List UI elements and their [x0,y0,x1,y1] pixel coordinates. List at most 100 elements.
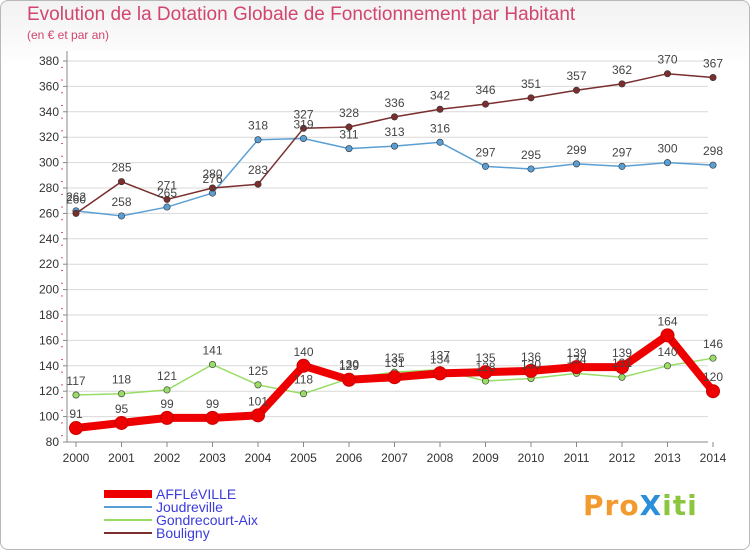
data-point [706,384,720,399]
data-label: 140 [657,345,677,359]
data-label: 136 [521,350,541,364]
x-tick-label: 2012 [609,451,636,465]
data-point [254,136,262,144]
data-label: 146 [703,337,723,351]
data-label: 121 [157,369,177,383]
data-label: 283 [248,163,268,177]
y-tick-label: 240 [39,232,59,246]
data-label: 357 [566,69,586,83]
y-tick-label: 280 [39,181,59,195]
data-label: 125 [248,364,268,378]
data-point [114,415,129,430]
data-point [663,159,671,167]
data-label: 139 [566,346,586,360]
data-label: 91 [69,407,83,421]
data-label: 295 [521,148,541,162]
x-tick-label: 2013 [654,451,681,465]
data-label: 129 [339,359,359,373]
series-bouligny [72,70,717,217]
x-tick-label: 2002 [154,451,181,465]
data-label: 128 [475,360,495,374]
x-tick-label: 2001 [108,451,135,465]
data-label: 346 [475,83,495,97]
data-label: 139 [612,346,632,360]
x-tick-label: 2009 [472,451,499,465]
data-point [296,358,311,373]
data-label: 285 [111,161,131,175]
x-tick-label: 2005 [290,451,317,465]
data-point [163,386,171,394]
data-point [481,100,489,108]
proxiti-logo: ProXiti [583,489,698,522]
data-label: 265 [157,186,177,200]
data-label: 134 [430,352,450,366]
data-point [663,70,671,78]
legend-label: Bouligny [156,525,210,541]
chart-title: Evolution de la Dotation Globale de Fonc… [27,4,576,25]
data-point [163,195,171,203]
data-label: 367 [703,57,723,71]
data-label: 130 [521,358,541,372]
x-tick-label: 2010 [518,451,545,465]
y-tick-label: 160 [39,333,59,347]
data-label: 328 [339,106,359,120]
data-label: 319 [293,117,313,131]
data-point [345,145,353,153]
y-tick-label: 80 [46,435,60,449]
chart-subtitle: (en € et par an) [27,28,110,42]
data-label: 362 [612,63,632,77]
data-label: 299 [566,143,586,157]
data-point [390,142,398,150]
legend-label: AFFLéVILLE [156,486,236,502]
data-label: 141 [202,344,222,358]
data-label: 298 [703,144,723,158]
data-label: 131 [384,356,404,370]
x-tick-label: 2008 [427,451,454,465]
x-tick-label: 2003 [199,451,226,465]
data-point [118,390,126,398]
data-point [436,105,444,113]
x-tick-label: 2014 [700,451,727,465]
y-tick-label: 100 [39,410,59,424]
data-point [572,86,580,94]
data-label: 318 [248,119,268,133]
data-point [251,408,265,423]
data-point [299,124,307,132]
x-tick-label: 2000 [63,451,90,465]
logo-part-iti: iti [662,489,698,522]
data-label: 280 [202,167,222,181]
data-label: 351 [521,77,541,91]
data-point [478,365,493,380]
data-point [709,161,717,169]
x-tick-label: 2006 [336,451,363,465]
data-label: 101 [248,394,268,408]
y-tick-label: 220 [39,257,59,271]
data-label: 297 [612,145,632,159]
data-point [524,363,538,378]
data-point [660,328,675,343]
y-tick-label: 200 [39,283,59,297]
y-tick-label: 140 [39,359,59,373]
data-point [572,160,580,168]
data-point [387,370,402,385]
data-point [481,162,489,170]
data-point [118,212,126,220]
data-label: 342 [430,88,450,102]
data-point [118,178,126,186]
data-point [205,410,220,425]
data-label: 117 [66,374,85,388]
data-label: 130 [339,358,359,372]
data-point [209,361,217,369]
data-label: 140 [293,345,313,359]
data-label: 300 [657,142,677,156]
data-point [709,354,717,362]
data-label: 260 [66,192,86,206]
logo-part-x: X [639,489,663,522]
data-label: 135 [475,351,495,365]
data-label: 99 [206,397,220,411]
data-point [436,138,444,146]
data-label: 134 [566,352,586,366]
data-label: 297 [475,145,495,159]
